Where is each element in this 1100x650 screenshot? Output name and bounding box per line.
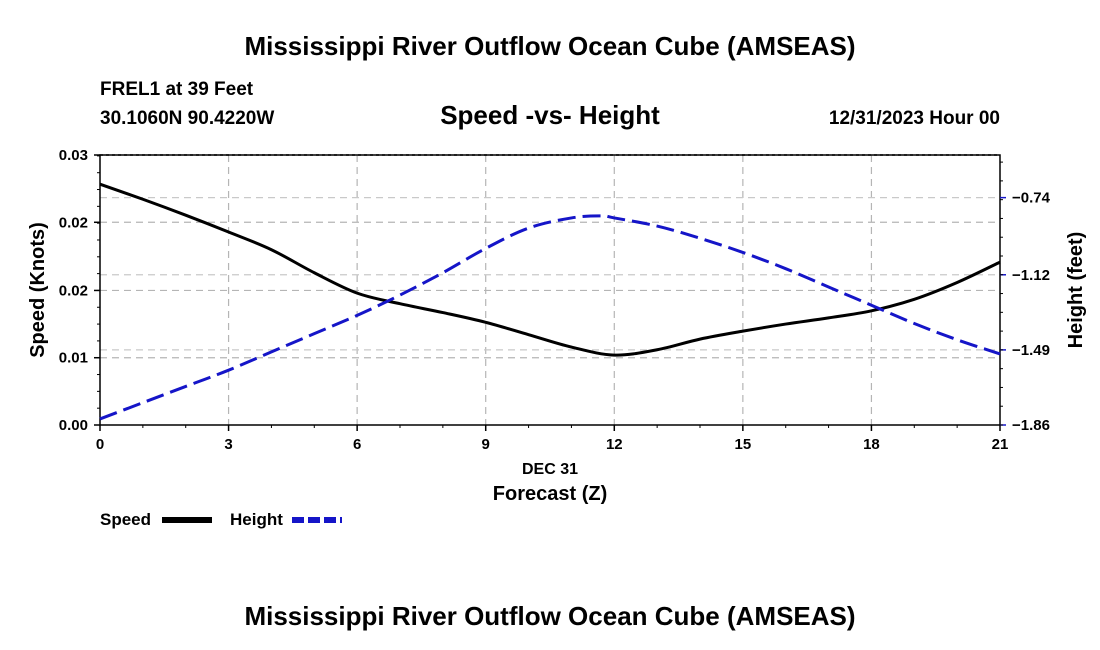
x-tick-label: 0: [96, 436, 104, 453]
y-right-tick-label: −1.86: [1012, 417, 1050, 434]
x-tick-label: 9: [482, 436, 490, 453]
series-line-height: [99, 214, 1001, 421]
y-left-tick-label: 0.01: [59, 350, 88, 367]
y-left-tick-label: 0.02: [59, 214, 88, 231]
y-right-tick-label: −1.12: [1012, 267, 1050, 284]
footer-title: Mississippi River Outflow Ocean Cube (AM…: [244, 601, 855, 631]
datetime-label: 12/31/2023 Hour 00: [829, 108, 1000, 129]
x-tick-label: 15: [735, 436, 752, 453]
x-tick-label: 12: [606, 436, 623, 453]
chart-subtitle: Speed -vs- Height: [440, 100, 660, 130]
x-axis-label: Forecast (Z): [493, 483, 607, 505]
x-tick-label: 18: [863, 436, 880, 453]
y-left-tick-label: 0.02: [59, 282, 88, 299]
x-axis-date-label: DEC 31: [522, 461, 578, 478]
y-axis-left-label: Speed (Knots): [27, 222, 49, 358]
y-left-tick-label: 0.03: [59, 147, 88, 164]
y-right-tick-label: −0.74: [1012, 190, 1051, 207]
x-tick-label: 21: [992, 436, 1009, 453]
y-axis-right-label: Height (feet): [1065, 232, 1087, 349]
legend-speed-label: Speed: [100, 510, 151, 529]
x-tick-label: 3: [224, 436, 232, 453]
coordinates-label: 30.1060N 90.4220W: [100, 108, 274, 129]
series-layer: [99, 182, 1001, 421]
legend-height-label: Height: [230, 510, 283, 529]
series-line-speed: [99, 182, 1001, 357]
x-tick-label: 6: [353, 436, 361, 453]
grid-layer: [100, 155, 1000, 425]
page-title: Mississippi River Outflow Ocean Cube (AM…: [244, 31, 855, 61]
station-label: FREL1 at 39 Feet: [100, 79, 254, 100]
y-right-tick-label: −1.49: [1012, 342, 1050, 359]
y-left-tick-label: 0.00: [59, 417, 88, 434]
axis-layer: 0 3 6 9 12 15 18 21 0.00 0.01 0.02 0.02 0.03 −1.86 −1.…: [59, 147, 1051, 453]
